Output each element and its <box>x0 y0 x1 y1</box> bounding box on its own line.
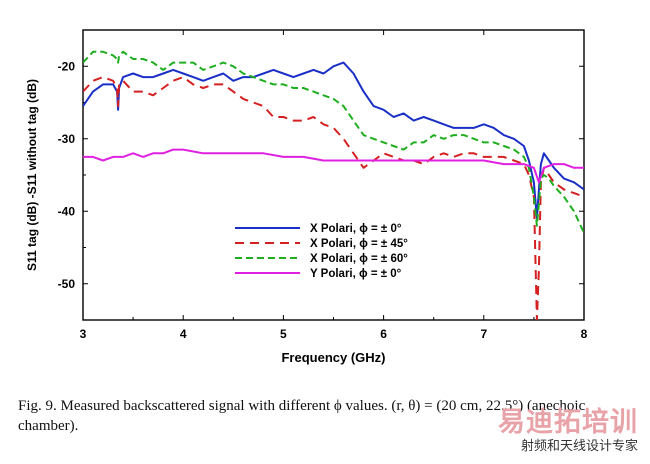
x-tick-label: 4 <box>180 327 187 341</box>
x-tick-label: 3 <box>80 327 87 341</box>
figure-caption: Fig. 9. Measured backscattered signal wi… <box>18 398 586 434</box>
y-tick-label: -40 <box>58 204 76 218</box>
figure: 3 4 5 6 7 8 -20 -30 -40 -50 Frequency (GHz) S11 tag… <box>25 29 588 365</box>
y-axis-label: S11 tag (dB) -S11 without tag (dB) <box>25 79 39 271</box>
watermark-subtitle: 射频和天线设计专家 <box>520 439 638 454</box>
series-line-3 <box>83 50 584 234</box>
watermark-logo-text: 易迪拓培训 <box>498 407 638 438</box>
y-tick-label: -20 <box>58 59 76 73</box>
y-tick-label: -30 <box>58 132 76 146</box>
legend-label-3: X Polari, ϕ = ± 60° <box>310 253 408 265</box>
x-tick-label: 8 <box>581 327 588 341</box>
x-tick-label: 7 <box>480 327 487 341</box>
legend-label-1: X Polari, ϕ = ± 0° <box>310 223 402 235</box>
x-axis-label: Frequency (GHz) <box>281 350 385 365</box>
x-tick-label: 5 <box>280 327 287 341</box>
x-tick-label: 6 <box>380 327 387 341</box>
plot-area: 3 4 5 6 7 8 -20 -30 -40 -50 Frequency (GHz) S11 tag… <box>25 29 588 365</box>
watermark: 易迪拓培训 射频和天线设计专家 <box>498 408 638 456</box>
series-line-1 <box>83 61 584 220</box>
series-line-2 <box>83 76 584 320</box>
legend-label-2: X Polari, ϕ = ± 45° <box>310 238 408 250</box>
legend-label-4: Y Polari, ϕ = ± 0° <box>310 268 402 280</box>
y-tick-label: -50 <box>58 277 76 291</box>
series-line-4 <box>83 148 584 184</box>
